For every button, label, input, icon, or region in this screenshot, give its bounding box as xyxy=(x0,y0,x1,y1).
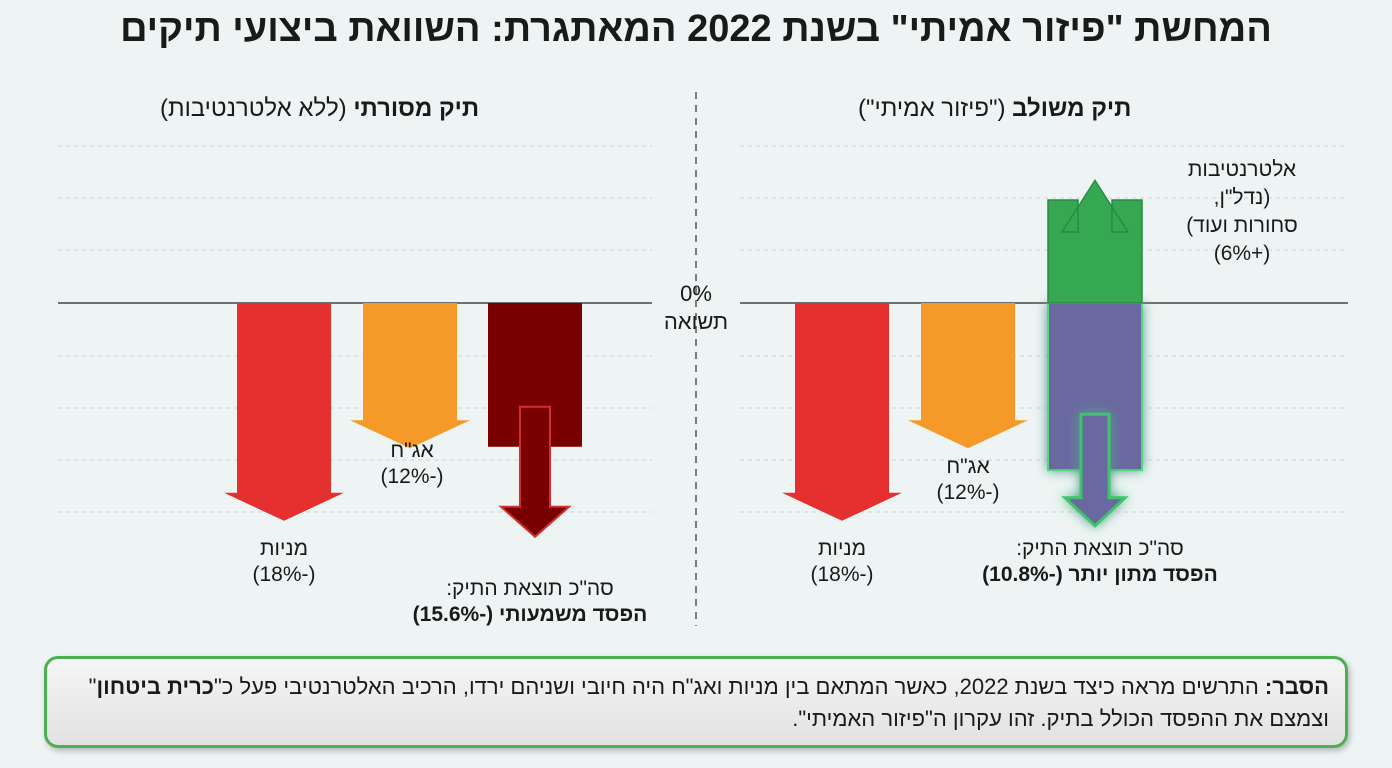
label-combined-alternatives-line3: סחורות ועוד) xyxy=(1186,214,1298,237)
label-combined-alternatives-line1: אלטרנטיבות xyxy=(1187,158,1297,181)
label-combined-stocks-name: מניות xyxy=(817,537,867,560)
label-combined-total-line2: הפסד מתון יותר (-10.8%) xyxy=(982,563,1218,586)
bar-traditional-bonds xyxy=(350,303,470,449)
chart-svg xyxy=(58,92,1348,626)
explanation-label: הסבר: xyxy=(1264,674,1329,699)
label-combined-bonds-value: (-12%) xyxy=(936,481,1000,504)
explanation-text-end: " וצמצם את ההפסד הכולל בתיק. זהו עקרון ה… xyxy=(88,674,1329,731)
arrow-combined-total xyxy=(1061,412,1129,528)
explanation-box: הסבר: התרשים מראה כיצד בשנת 2022, כאשר ה… xyxy=(44,656,1348,748)
label-combined-total: סה"כ תוצאת התיק: הפסד מתון יותר (-10.8%) xyxy=(950,536,1250,588)
gridlines-traditional xyxy=(58,145,652,513)
label-combined-alternatives-line4: (+6%) xyxy=(1213,242,1271,265)
gridlines-combined xyxy=(740,145,1348,513)
explanation-bold: כרית ביטחון xyxy=(96,674,214,699)
panel-title-combined-rest: ("פיזור אמיתי") xyxy=(858,95,1013,122)
label-combined-stocks-value: (-18%) xyxy=(810,563,874,586)
label-combined-alternatives: אלטרנטיבות (נדל"ן, סחורות ועוד) (+6%) xyxy=(1162,156,1322,268)
panel-title-traditional: תיק מסורתי (ללא אלטרנטיבות) xyxy=(160,95,479,123)
bar-combined-stocks xyxy=(782,303,902,521)
label-traditional-bonds-value: (-12%) xyxy=(380,465,444,488)
label-traditional-bonds-name: אג"ח xyxy=(390,439,434,462)
zero-label-pct: 0% xyxy=(680,281,712,306)
label-combined-stocks: מניות (-18%) xyxy=(772,536,912,588)
arrow-combined-alternatives xyxy=(1047,179,1143,304)
label-traditional-total: סה"כ תוצאת התיק: הפסד משמעותי (-15.6%) xyxy=(380,576,680,628)
chart-title: המחשת "פיזור אמיתי" בשנת 2022 המאתגרת: ה… xyxy=(120,8,1272,50)
label-traditional-stocks: מניות (-18%) xyxy=(214,536,354,588)
panel-title-traditional-rest: (ללא אלטרנטיבות) xyxy=(160,95,354,122)
label-combined-alternatives-line2: (נדל"ן, xyxy=(1213,186,1271,209)
zero-label: 0% תשואה xyxy=(650,280,742,336)
label-traditional-bonds: אג"ח (-12%) xyxy=(342,438,482,490)
panel-title-traditional-bold: תיק מסורתי xyxy=(353,95,480,122)
zero-label-word: תשואה xyxy=(663,309,729,334)
panel-title-combined-bold: תיק משולב xyxy=(1012,95,1132,122)
panel-title-combined: תיק משולב ("פיזור אמיתי") xyxy=(858,95,1131,123)
label-traditional-total-line1: סה"כ תוצאת התיק: xyxy=(446,577,614,600)
explanation-text: התרשים מראה כיצד בשנת 2022, כאשר המתאם ב… xyxy=(213,674,1265,699)
label-traditional-stocks-name: מניות xyxy=(259,537,309,560)
label-traditional-total-line2: הפסד משמעותי (-15.6%) xyxy=(412,603,648,626)
bar-combined-bonds xyxy=(908,303,1028,449)
label-combined-bonds: אג"ח (-12%) xyxy=(898,454,1038,506)
bar-traditional-stocks xyxy=(224,303,344,521)
arrow-traditional-total xyxy=(498,405,572,539)
label-traditional-stocks-value: (-18%) xyxy=(252,563,316,586)
label-combined-total-line1: סה"כ תוצאת התיק: xyxy=(1016,537,1184,560)
label-combined-bonds-name: אג"ח xyxy=(946,455,990,478)
